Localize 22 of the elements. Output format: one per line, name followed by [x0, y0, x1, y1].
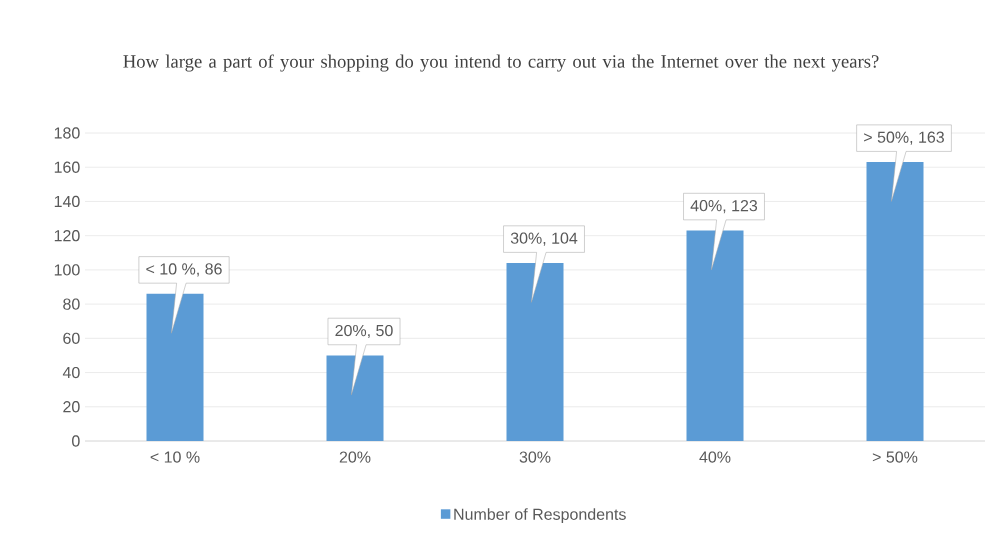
y-tick-label: 180 — [54, 127, 80, 139]
x-tick-label: 40% — [699, 451, 731, 463]
data-label: 30%, 104 — [510, 232, 578, 246]
x-tick-label: < 10 % — [150, 451, 200, 463]
data-label: > 50%, 163 — [864, 131, 944, 145]
x-tick-label: 20% — [339, 451, 371, 463]
x-tick-label: > 50% — [872, 451, 918, 463]
y-tick-label: 140 — [54, 195, 80, 208]
y-tick-label: 40 — [62, 366, 80, 379]
data-label: 40%, 123 — [690, 199, 758, 214]
y-tick-label: 120 — [54, 230, 80, 242]
chart-title: How large a part of your shopping do you intend to carry out via the Internet over the next years? — [123, 54, 879, 72]
data-label: < 10 %, 86 — [146, 263, 222, 277]
y-tick-label: 0 — [72, 435, 80, 447]
y-tick-label: 100 — [54, 264, 80, 276]
legend-label: Number of Respondents — [454, 508, 626, 524]
x-tick-label: 30% — [519, 451, 551, 463]
y-tick-label: 80 — [63, 298, 80, 310]
y-tick-label: 20 — [63, 401, 80, 413]
y-tick-label: 60 — [63, 332, 80, 344]
y-tick-label: 160 — [54, 161, 80, 173]
data-label: 20%, 50 — [335, 324, 393, 339]
